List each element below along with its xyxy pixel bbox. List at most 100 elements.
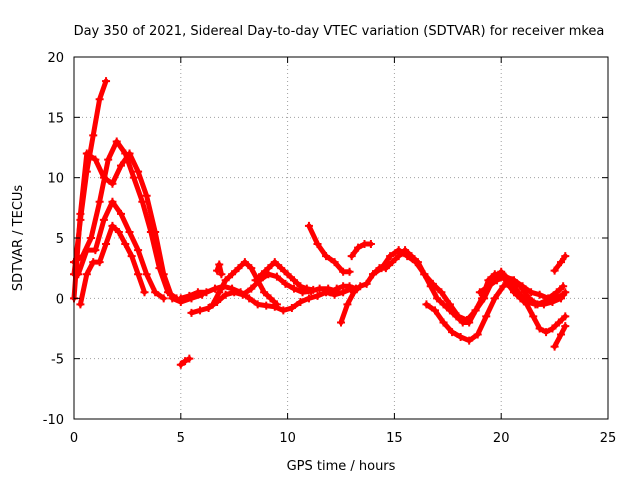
data-point bbox=[125, 227, 134, 236]
data-point bbox=[76, 209, 85, 218]
data-point bbox=[74, 270, 83, 279]
data-point bbox=[354, 243, 363, 252]
data-point bbox=[108, 221, 117, 230]
data-point bbox=[559, 290, 568, 299]
data-point bbox=[428, 279, 437, 288]
data-point bbox=[356, 282, 365, 291]
data-point bbox=[533, 300, 542, 309]
data-point bbox=[270, 258, 279, 267]
data-point bbox=[313, 240, 322, 249]
data-point bbox=[403, 252, 412, 261]
data-point bbox=[484, 282, 493, 291]
data-point bbox=[482, 312, 491, 321]
data-point bbox=[99, 215, 108, 224]
data-point bbox=[272, 272, 281, 281]
data-point bbox=[185, 291, 194, 300]
data-point bbox=[228, 270, 237, 279]
data-point bbox=[146, 227, 155, 236]
data-point bbox=[247, 284, 256, 293]
data-point bbox=[422, 300, 431, 309]
x-tick-label: 20 bbox=[493, 431, 510, 446]
axis-ticks: 0 5 10 15 20 25 -10 -5 0 5 10 15 20 bbox=[43, 51, 617, 446]
data-point bbox=[272, 300, 281, 309]
data-point bbox=[448, 328, 457, 337]
data-point bbox=[234, 264, 243, 273]
data-point bbox=[104, 155, 113, 164]
data-point bbox=[277, 264, 286, 273]
data-point bbox=[204, 303, 213, 312]
data-point bbox=[245, 294, 254, 303]
data-point bbox=[463, 316, 472, 325]
y-axis-label: SDTVAR / TECUs bbox=[11, 185, 26, 292]
data-point bbox=[386, 252, 395, 261]
data-point bbox=[420, 270, 429, 279]
data-point bbox=[82, 270, 91, 279]
data-point bbox=[221, 290, 230, 299]
data-point bbox=[193, 288, 202, 297]
x-tick-label: 10 bbox=[279, 431, 296, 446]
data-point bbox=[290, 284, 299, 293]
data-point bbox=[89, 131, 98, 140]
data-point bbox=[202, 288, 211, 297]
data-point bbox=[108, 179, 117, 188]
data-point bbox=[524, 294, 533, 303]
data-point bbox=[185, 354, 194, 363]
data-point bbox=[548, 324, 557, 333]
data-point bbox=[217, 270, 226, 279]
data-point bbox=[475, 288, 484, 297]
data-point bbox=[91, 246, 100, 255]
data-point bbox=[112, 137, 121, 146]
data-point bbox=[535, 324, 544, 333]
data-point bbox=[176, 294, 185, 303]
data-point bbox=[196, 306, 205, 315]
data-point bbox=[208, 300, 217, 309]
data-point bbox=[313, 291, 322, 300]
data-point bbox=[542, 328, 551, 337]
data-point bbox=[264, 264, 273, 273]
data-point bbox=[559, 282, 568, 291]
data-point bbox=[279, 306, 288, 315]
data-point bbox=[221, 276, 230, 285]
data-point bbox=[82, 149, 91, 158]
data-point bbox=[302, 284, 311, 293]
data-point bbox=[142, 270, 151, 279]
data-point bbox=[480, 294, 489, 303]
data-point bbox=[337, 318, 345, 327]
data-point bbox=[544, 294, 553, 303]
y-tick-label: -10 bbox=[43, 413, 64, 428]
data-point bbox=[176, 360, 185, 369]
data-point bbox=[510, 276, 519, 285]
data-point bbox=[394, 246, 403, 255]
data-point bbox=[345, 267, 354, 276]
data-point bbox=[287, 303, 296, 312]
data-point bbox=[322, 252, 331, 261]
data-point bbox=[377, 264, 386, 273]
data-point bbox=[108, 197, 117, 206]
data-point bbox=[499, 282, 508, 291]
data-point bbox=[309, 285, 318, 294]
data-point bbox=[296, 282, 305, 291]
data-point bbox=[490, 294, 499, 303]
data-point bbox=[266, 294, 275, 303]
data-point bbox=[215, 288, 224, 297]
data-point bbox=[497, 267, 506, 276]
data-point bbox=[345, 282, 354, 291]
data-point bbox=[362, 279, 371, 288]
data-point bbox=[262, 301, 271, 310]
x-tick-label: 0 bbox=[70, 431, 78, 446]
data-point bbox=[439, 318, 448, 327]
data-point bbox=[304, 294, 313, 303]
data-point bbox=[95, 95, 104, 104]
chart-title: Day 350 of 2021, Sidereal Day-to-day VTE… bbox=[74, 24, 605, 39]
data-point bbox=[304, 221, 313, 230]
data-point bbox=[433, 294, 442, 303]
data-point bbox=[230, 288, 239, 297]
data-point bbox=[121, 149, 130, 158]
data-point bbox=[366, 240, 375, 249]
data-point bbox=[437, 288, 446, 297]
data-point bbox=[76, 300, 85, 309]
data-point bbox=[95, 258, 104, 267]
data-point bbox=[315, 284, 324, 293]
data-point bbox=[127, 252, 136, 261]
data-point bbox=[142, 191, 151, 200]
